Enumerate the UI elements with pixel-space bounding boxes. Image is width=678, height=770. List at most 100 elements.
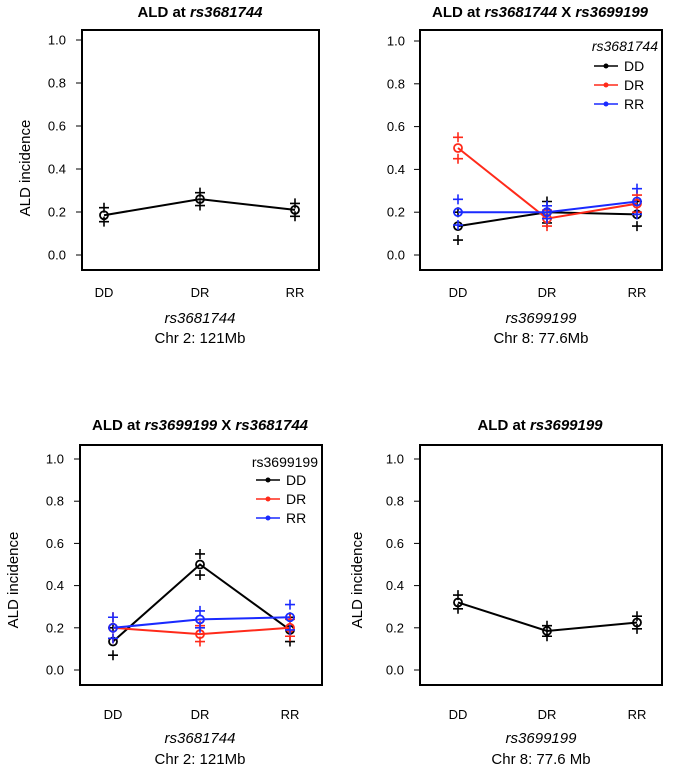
series-rr: [108, 599, 295, 644]
series-layer: [108, 548, 295, 661]
svg-text:DD: DD: [286, 472, 306, 488]
series-dd: [108, 548, 295, 661]
y-tick-label: 1.0: [386, 452, 404, 467]
x-axis-ticks: DD DR RR: [449, 707, 647, 722]
svg-text:DD: DD: [624, 58, 644, 74]
lower-bound-marker: [542, 213, 552, 224]
lower-bound-marker: [542, 631, 552, 642]
series-all: [99, 187, 300, 227]
lower-bound-marker: [632, 221, 642, 232]
data-point: [290, 204, 300, 215]
data-point: [453, 597, 463, 608]
legend-entry-dd: DD: [256, 472, 306, 488]
panel-ald-rs3699199: ALD at rs3699199 ALD incidence rs3699199…: [349, 417, 663, 768]
upper-bound-marker: [542, 620, 552, 631]
x-tick-label-dd: DD: [95, 285, 114, 300]
lower-bound-marker: [453, 235, 463, 246]
lower-bound-marker: [453, 220, 463, 231]
lower-bound-marker: [195, 622, 205, 633]
data-point: [453, 143, 463, 153]
y-tick-label: 0.8: [387, 76, 405, 91]
y-tick-label: 1.0: [387, 34, 405, 49]
y-tick-label: 0.4: [386, 578, 404, 593]
y-axis-ticks: 0.0 0.2 0.4 0.6 0.8 1.0: [386, 452, 420, 678]
series-layer: [453, 132, 642, 246]
upper-bound-marker: [195, 605, 205, 616]
x-tick-label-dr: DR: [191, 707, 210, 722]
x-axis-label: rs3681744: [165, 310, 236, 327]
x-axis-label: rs3699199: [506, 730, 578, 747]
x-tick-label-rr: RR: [628, 285, 647, 300]
y-tick-label: 0.0: [386, 663, 404, 678]
legend-title: rs3699199: [252, 454, 318, 470]
panel-ald-rs3681744: ALD at rs3681744 ALD incidence rs3681744…: [17, 4, 320, 347]
y-tick-label: 0.8: [48, 76, 66, 91]
panel-ald-rs3681744-x-rs3699199: ALD at rs3681744 X rs3699199 rs3699199 C…: [387, 4, 663, 347]
x-tick-label-rr: RR: [286, 285, 305, 300]
x-axis-label: rs3681744: [165, 730, 236, 747]
data-point: [195, 559, 205, 570]
series-layer: [453, 590, 642, 642]
x-axis-ticks: DD DR RR: [104, 707, 300, 722]
legend-entry-rr: RR: [256, 510, 306, 526]
series-line: [458, 200, 638, 214]
data-point: [285, 612, 295, 623]
y-axis-ticks: 0.0 0.2 0.4 0.6 0.8 1.0: [46, 452, 80, 678]
x-axis-ticks: DD DR RR: [95, 285, 305, 300]
plot-frame: [81, 29, 320, 271]
y-tick-label: 0.4: [48, 162, 66, 177]
data-point: [542, 207, 552, 218]
y-tick-label: 0.6: [386, 536, 404, 551]
upper-bound-marker: [453, 194, 463, 205]
legend-entry-dd: DD: [594, 58, 644, 74]
x-tick-label-dr: DR: [538, 707, 557, 722]
x-tick-label-dd: DD: [449, 707, 468, 722]
upper-bound-marker: [285, 599, 295, 610]
plot-frame: [419, 444, 663, 686]
lower-bound-marker: [285, 624, 295, 635]
chart-title: ALD at rs3681744 X rs3699199: [432, 4, 649, 21]
plot-frame: [79, 444, 323, 686]
series-line: [103, 198, 296, 217]
chart-title: ALD at rs3681744: [137, 4, 263, 21]
series-rr: [453, 183, 642, 231]
lower-bound-marker: [195, 570, 205, 581]
data-point: [195, 614, 205, 625]
lower-bound-marker: [108, 633, 118, 644]
svg-text:RR: RR: [286, 510, 306, 526]
series-all: [453, 590, 642, 642]
series-layer: [99, 187, 300, 227]
data-point: [108, 622, 118, 633]
plot-frame: [419, 29, 663, 271]
lower-bound-marker: [453, 603, 463, 614]
lower-bound-marker: [632, 623, 642, 634]
data-point: [195, 194, 205, 205]
y-tick-label: 0.4: [46, 578, 64, 593]
svg-text:DR: DR: [286, 491, 306, 507]
legend-entry-rr: RR: [594, 96, 644, 112]
series-line: [112, 616, 291, 629]
y-tick-label: 0.0: [46, 663, 64, 678]
upper-bound-marker: [632, 183, 642, 194]
x-tick-label-rr: RR: [281, 707, 300, 722]
chart-title: ALD at rs3699199 X rs3681744: [92, 417, 309, 434]
data-point: [542, 626, 552, 636]
x-axis-sublabel: Chr 2: 121Mb: [155, 330, 246, 347]
y-tick-label: 1.0: [46, 452, 64, 467]
x-axis-ticks: DD DR RR: [449, 285, 647, 300]
series-line: [112, 563, 291, 643]
y-tick-label: 0.6: [48, 119, 66, 134]
lower-bound-marker: [453, 153, 463, 164]
y-axis-label: ALD incidence: [349, 532, 366, 629]
y-tick-label: 0.0: [387, 248, 405, 263]
series-line: [112, 626, 291, 636]
upper-bound-marker: [195, 548, 205, 559]
y-tick-label: 0.6: [46, 536, 64, 551]
y-axis-ticks: 0.0 0.2 0.4 0.6 0.8 1.0: [48, 33, 82, 263]
legend-entry-dr: DR: [594, 77, 644, 93]
x-tick-label-dd: DD: [449, 285, 468, 300]
y-tick-label: 0.6: [387, 119, 405, 134]
data-point: [632, 617, 642, 628]
data-point: [453, 207, 463, 218]
legend-title: rs3681744: [592, 38, 658, 54]
